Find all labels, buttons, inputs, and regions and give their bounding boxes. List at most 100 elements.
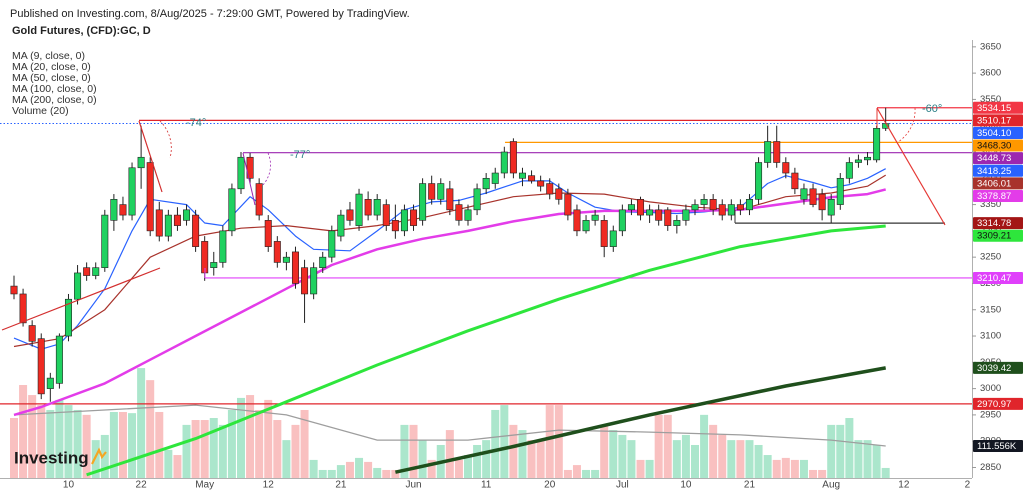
y-tick-label: 3100 — [980, 331, 1001, 342]
volume-bar — [799, 459, 808, 478]
volume-bar — [400, 424, 409, 478]
candle-body — [573, 209, 581, 232]
price-label-bg — [973, 126, 1023, 139]
price-label-bg — [973, 164, 1023, 177]
x-tick-label: 10 — [63, 480, 75, 491]
volume-bar — [155, 411, 164, 478]
volume-bar — [772, 459, 781, 478]
candle-body — [609, 230, 617, 247]
candle-body — [437, 183, 445, 200]
y-tick-label: 2850 — [980, 462, 1001, 473]
volume-bar — [164, 449, 173, 478]
volume-bar — [73, 409, 82, 478]
candle-body — [64, 298, 72, 337]
price-label: 2970.97 — [977, 399, 1011, 410]
candle-body — [46, 377, 54, 389]
volume-bar — [109, 411, 118, 478]
volume-bar — [636, 459, 645, 478]
legend-entry: MA (200, close, 0) — [12, 94, 97, 106]
candle-body — [301, 267, 309, 295]
volume-bar — [191, 420, 200, 478]
price-label-bg — [973, 114, 1023, 127]
volume-bar — [309, 459, 318, 478]
candle-body — [319, 256, 327, 268]
candle-body — [637, 199, 645, 216]
volume-bar — [836, 424, 845, 478]
volume-bar — [28, 395, 37, 478]
x-tick-label: 22 — [136, 480, 148, 491]
volume-bar — [609, 430, 618, 478]
candle-body — [818, 193, 826, 211]
candle-body — [800, 188, 808, 200]
volume-bar — [554, 405, 563, 478]
x-tick-label: 11 — [481, 480, 492, 491]
candle-body — [37, 338, 45, 395]
volume-bar — [718, 434, 727, 478]
x-tick-label: Aug — [822, 480, 840, 491]
angle-annotation: -74° — [186, 117, 206, 129]
volume-bar — [681, 434, 690, 478]
legend-entry: MA (100, close, 0) — [12, 83, 97, 95]
candle-body — [691, 204, 699, 211]
volume-bar — [527, 440, 536, 478]
candle-body — [391, 220, 399, 232]
candle-body — [873, 128, 881, 161]
candle-body — [827, 199, 835, 216]
volume-bar — [255, 409, 264, 478]
candle-body — [346, 209, 354, 221]
x-tick-label: 12 — [263, 480, 275, 491]
volume-bar — [845, 418, 854, 478]
candle-body — [83, 267, 91, 276]
volume-bar — [100, 434, 109, 478]
x-tick-label: 12 — [898, 480, 910, 491]
volume-bar — [300, 409, 309, 478]
candle-body — [864, 156, 872, 161]
y-tick-label: 3450 — [980, 147, 1001, 158]
candle-body — [664, 209, 672, 226]
volume-bar — [454, 459, 463, 478]
candle-body — [74, 272, 82, 300]
volume-bar — [382, 469, 391, 478]
candle-body — [564, 193, 572, 216]
volume-bar — [118, 411, 127, 478]
angle-arc — [261, 152, 271, 187]
candle-body — [455, 204, 463, 221]
price-label-bg — [973, 397, 1023, 410]
volume-bar — [173, 455, 182, 478]
volume-bar — [227, 409, 236, 478]
moving-average-line — [86, 224, 886, 477]
volume-bar — [418, 440, 427, 478]
volume-bar — [582, 469, 591, 478]
volume-bar — [200, 420, 209, 478]
candle-body — [500, 151, 508, 174]
plot-area — [0, 107, 972, 478]
candle-body — [600, 220, 608, 247]
x-tick-label: Jul — [616, 480, 629, 491]
candle-body — [518, 172, 526, 179]
price-label: 3378.87 — [977, 191, 1011, 202]
volume-bar — [291, 424, 300, 478]
trend-line — [138, 120, 163, 193]
volume-bar — [591, 469, 600, 478]
price-label-bg — [973, 229, 1023, 242]
candle-body — [373, 199, 381, 216]
volume-bar — [82, 414, 91, 478]
candle-body — [755, 162, 763, 200]
candle-body — [173, 214, 181, 226]
volume-bar — [373, 467, 382, 478]
price-label-bg — [973, 189, 1023, 202]
volume-bar — [536, 440, 545, 478]
legend-entry: MA (9, close, 0) — [12, 50, 85, 62]
candle-body — [464, 209, 472, 221]
candle-body — [646, 209, 654, 216]
y-tick-label: 3550 — [980, 94, 1001, 105]
legend-entry: MA (20, close, 0) — [12, 61, 91, 73]
volume-bar — [509, 424, 518, 478]
price-label: 3510.17 — [977, 115, 1011, 126]
volume-bar — [790, 459, 799, 478]
volume-bar — [881, 467, 890, 478]
candle-body — [55, 335, 63, 384]
candle-body — [700, 199, 708, 205]
